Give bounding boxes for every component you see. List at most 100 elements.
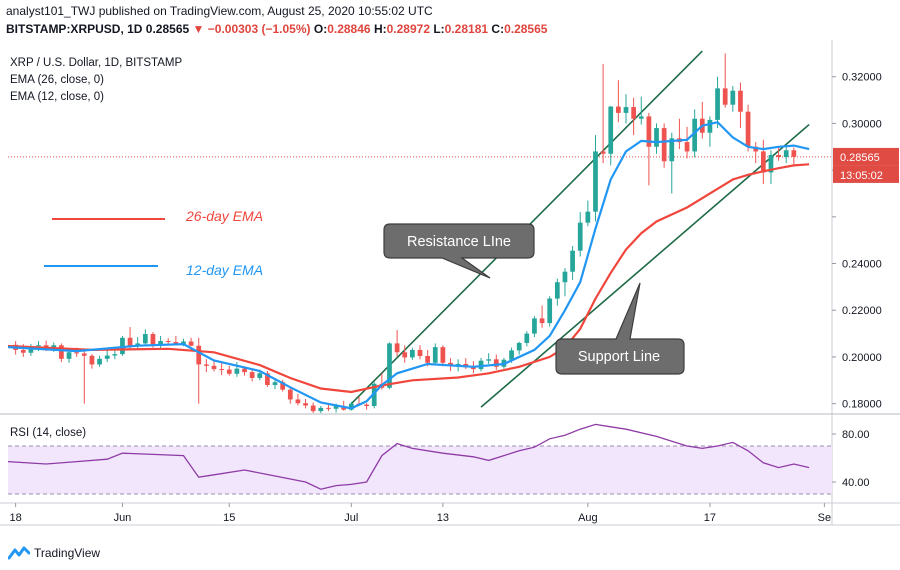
- time-tick-label: Jul: [344, 512, 358, 524]
- candle-body: [310, 405, 316, 412]
- candle-body: [661, 128, 667, 162]
- candle-body: [509, 350, 514, 360]
- time-tick-label: 17: [704, 512, 716, 524]
- rsi-title: RSI (14, close): [10, 427, 86, 439]
- candle-body: [730, 90, 736, 105]
- candle-body: [722, 88, 728, 105]
- candle-body: [554, 282, 560, 299]
- candle-body: [211, 365, 217, 370]
- candle-body: [402, 352, 408, 358]
- candle-body: [738, 90, 743, 112]
- candle-body: [295, 399, 301, 404]
- resistance-callout-label: Resistance LIne: [407, 234, 511, 250]
- candle-body: [745, 111, 751, 147]
- ema26-line: [8, 163, 810, 394]
- candle-body: [562, 271, 568, 283]
- candle-body: [249, 372, 255, 378]
- candle-body: [432, 347, 438, 363]
- candle-body: [371, 383, 377, 406]
- ema12-legend-label: EMA (12, close, 0): [10, 91, 104, 103]
- close-value: 0.28565: [504, 22, 548, 36]
- candle-body: [20, 349, 26, 353]
- candle-body: [547, 298, 553, 324]
- low-value: 0.28181: [444, 22, 489, 36]
- countdown-badge-label: 13:05:02: [840, 170, 883, 182]
- resistance-callout: [383, 223, 535, 279]
- candle-body: [577, 222, 583, 251]
- price-tick-label: 0.22000: [842, 305, 882, 317]
- support-line: [480, 123, 810, 408]
- candle-body: [326, 407, 331, 409]
- candle-body: [593, 151, 598, 212]
- candle-body: [165, 341, 171, 343]
- rsi-tick-label: 40.00: [842, 477, 870, 489]
- candle-body: [532, 318, 537, 334]
- candle-body: [173, 342, 179, 344]
- price-tick-label: 0.30000: [842, 118, 882, 130]
- candle-body: [242, 368, 247, 373]
- candle-body: [417, 349, 423, 357]
- last-price: 0.28565: [145, 22, 190, 36]
- candle-body: [219, 369, 224, 371]
- candle-body: [104, 355, 110, 359]
- last-price-badge-label: 0.28565: [840, 152, 880, 164]
- candle-body: [348, 403, 354, 410]
- candle-body: [654, 128, 659, 147]
- countdown-badge: [833, 165, 899, 183]
- support-callout-label: Support Line: [578, 349, 660, 365]
- rsi-line: [8, 423, 810, 490]
- candle-body: [440, 347, 446, 363]
- ema26-legend-label: EMA (26, close, 0): [10, 74, 104, 86]
- candle-body: [81, 353, 87, 356]
- candle-body: [272, 382, 278, 385]
- candle-body: [623, 107, 629, 113]
- candle-body: [112, 354, 118, 356]
- candle-body: [760, 151, 766, 173]
- rsi-tick-label: 80.00: [842, 429, 870, 441]
- candle-body: [478, 360, 484, 370]
- brand-name[interactable]: TradingView: [34, 546, 101, 560]
- price-tick-label: 0.20000: [842, 352, 882, 364]
- candle-body: [669, 138, 675, 162]
- candle-body: [51, 345, 57, 349]
- candle-body: [36, 345, 41, 347]
- last-price-badge: [833, 147, 899, 166]
- candle-body: [692, 118, 698, 152]
- candle-body: [287, 389, 293, 400]
- chart-title: XRP / U.S. Dollar, 1D, BITSTAMP: [10, 57, 182, 69]
- support-callout: [555, 282, 685, 375]
- time-tick-label: Aug: [578, 512, 598, 524]
- time-tick-label: 18: [10, 512, 22, 524]
- candle-body: [646, 116, 652, 147]
- candle-body: [196, 345, 202, 365]
- tradingview-logo-icon: [8, 546, 30, 560]
- candle-body: [364, 404, 369, 406]
- low-label: L:: [433, 22, 445, 36]
- open-label: O:: [313, 22, 328, 36]
- candle-body: [585, 211, 591, 223]
- down-arrow-icon: ▼: [192, 22, 205, 36]
- symbol: BITSTAMP:XRPUSD, 1D: [6, 22, 143, 36]
- candle-body: [715, 88, 720, 120]
- open-value: 0.28846: [327, 22, 371, 36]
- candle-body: [768, 154, 774, 173]
- candle-body: [318, 407, 324, 412]
- candle-body: [410, 349, 415, 358]
- ema12-annotation-label: 12-day EMA: [186, 262, 263, 278]
- price-change: −0.00303 (−1.05%): [207, 22, 311, 36]
- candle-body: [204, 364, 209, 366]
- candle-body: [776, 154, 781, 158]
- candle-body: [425, 356, 430, 363]
- price-tick-label: 0.32000: [842, 72, 882, 84]
- candle-body: [616, 106, 621, 113]
- symbol-line: BITSTAMP:XRPUSD, 1D 0.28565 ▼ −0.00303 (…: [6, 22, 547, 36]
- candle-body: [486, 359, 492, 361]
- candle-body: [570, 250, 575, 272]
- candle-body: [631, 107, 636, 119]
- candle-body: [333, 405, 339, 409]
- close-label: C:: [491, 22, 505, 36]
- price-tick-label: 0.24000: [842, 259, 882, 271]
- candle-body: [608, 106, 614, 154]
- time-tick-label: 15: [223, 512, 235, 524]
